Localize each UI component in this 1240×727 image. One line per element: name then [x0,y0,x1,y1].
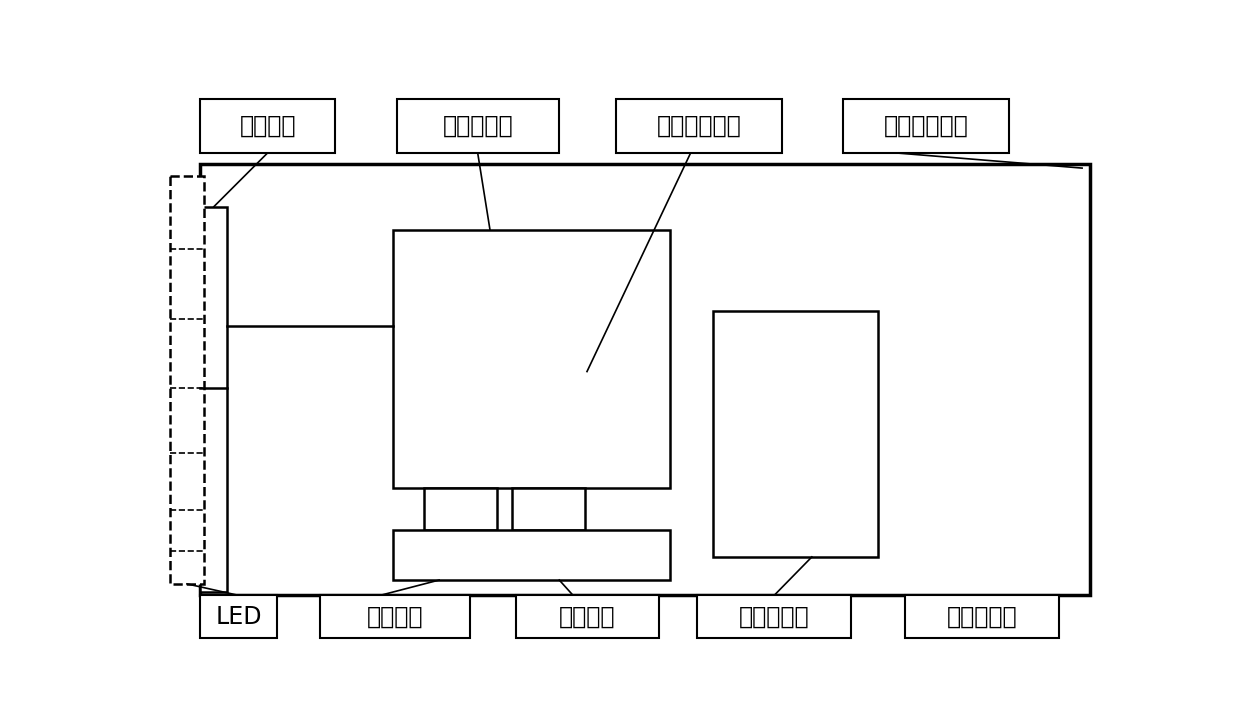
Bar [397,99,558,153]
Text: 集成相机组件: 集成相机组件 [657,113,742,137]
Text: LED: LED [216,605,262,629]
Bar [201,99,335,153]
Bar [393,230,670,488]
Text: 高感光度相机: 高感光度相机 [884,113,968,137]
Bar [201,164,1090,595]
Text: 光源组件: 光源组件 [367,605,423,629]
Bar [697,595,851,638]
Bar [616,99,781,153]
Text: 镜头通孔: 镜头通孔 [239,113,296,137]
Bar [393,530,670,580]
Bar [201,595,278,638]
Bar [843,99,1009,153]
Bar [713,310,878,557]
Bar [170,176,205,584]
Text: 光源控制器: 光源控制器 [946,605,1017,629]
Bar [516,595,658,638]
Text: 可调镜头: 可调镜头 [559,605,615,629]
Text: 相机固定器: 相机固定器 [739,605,810,629]
Text: 荧光滤光片: 荧光滤光片 [443,113,513,137]
Bar [512,488,585,530]
Bar [320,595,470,638]
Bar [424,488,497,530]
Bar [905,595,1059,638]
Bar [201,206,227,592]
